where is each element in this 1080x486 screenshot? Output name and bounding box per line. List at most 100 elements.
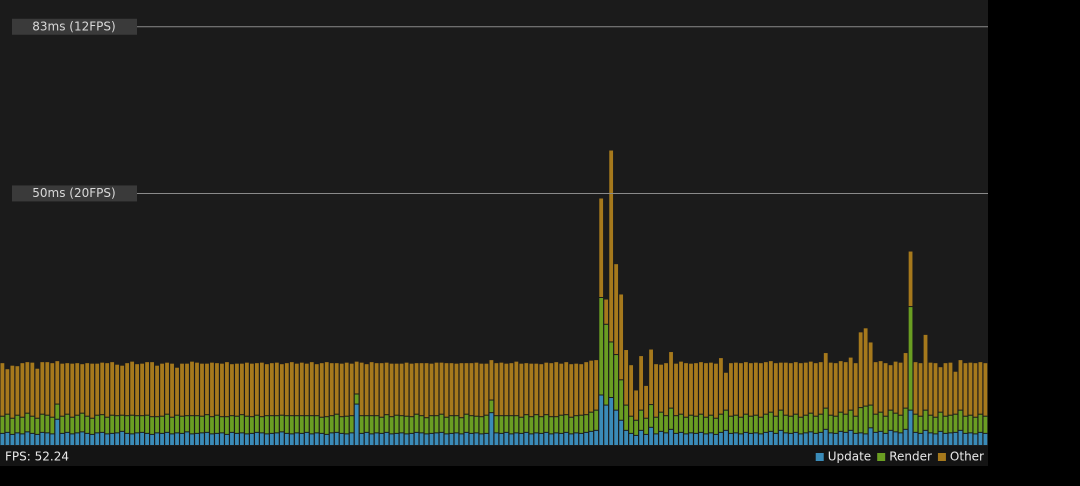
bar-segment — [110, 415, 115, 433]
bar-segment — [783, 415, 788, 433]
bar-segment — [195, 433, 199, 445]
bar-segment — [818, 362, 823, 414]
bar-segment — [928, 362, 933, 415]
bar-segment — [828, 433, 833, 445]
bar-segment — [225, 362, 229, 417]
bar-segment — [254, 432, 259, 445]
bar-segment — [70, 363, 75, 417]
bar-segment — [619, 380, 624, 420]
bar-segment — [240, 363, 244, 415]
bar-segment — [808, 432, 813, 445]
bar-segment — [674, 363, 678, 416]
bar-segment — [464, 414, 469, 432]
bar-segment — [953, 414, 958, 432]
bar-segment — [903, 408, 908, 429]
bar-segment — [803, 433, 808, 445]
bar-segment — [943, 416, 948, 433]
bar-segment — [489, 413, 494, 445]
bar-segment — [414, 363, 419, 414]
bar-segment — [299, 416, 304, 433]
bar-segment — [215, 415, 219, 433]
bar-segment — [788, 363, 793, 416]
bar-segment — [758, 363, 763, 417]
bar-segment — [125, 363, 130, 416]
bar-segment — [245, 416, 249, 434]
bar-segment — [943, 433, 948, 445]
bar-segment — [245, 362, 249, 416]
bar-segment — [264, 416, 269, 434]
bar-segment — [888, 430, 893, 445]
bar-segment — [459, 434, 464, 445]
bar-segment — [893, 432, 898, 445]
legend-label: Update — [828, 450, 871, 464]
bar-segment — [399, 433, 404, 445]
bar-segment — [60, 416, 65, 433]
legend-label: Render — [889, 450, 932, 464]
bar-segment — [948, 362, 953, 415]
bar-segment — [963, 416, 968, 433]
bar-segment — [434, 416, 439, 433]
bar-segment — [434, 433, 439, 445]
legend-swatch — [877, 453, 886, 461]
bar-segment — [140, 432, 145, 445]
bar-segment — [215, 433, 219, 445]
bar-segment — [649, 349, 653, 405]
bar-segment — [479, 363, 484, 417]
bar-segment — [544, 362, 549, 415]
bar-segment — [170, 434, 174, 445]
bar-segment — [579, 415, 584, 433]
bar-segment — [928, 433, 933, 445]
bar-segment — [55, 404, 60, 419]
bar-segment — [978, 362, 983, 414]
bar-segment — [689, 415, 693, 433]
bar-segment — [504, 416, 509, 432]
bar-segment — [304, 363, 309, 416]
bar-segment — [364, 432, 369, 445]
bar-segment — [185, 416, 189, 432]
bar-segment — [100, 432, 105, 445]
bar-segment — [80, 432, 85, 445]
bar-segment — [604, 299, 609, 324]
bar-segment — [793, 432, 798, 445]
bar-segment — [20, 417, 25, 434]
bar-segment — [155, 433, 159, 445]
bar-segment — [294, 363, 299, 416]
bar-segment — [359, 433, 364, 445]
threshold-label: 50ms (20FPS) — [32, 186, 115, 200]
bar-segment — [808, 361, 813, 413]
bar-segment — [215, 363, 219, 415]
bar-segment — [938, 431, 943, 445]
bar-segment — [329, 433, 334, 445]
bar-segment — [469, 433, 474, 445]
threshold-label: 83ms (12FPS) — [32, 19, 115, 33]
bar-segment — [334, 432, 339, 445]
bar-segment — [968, 415, 973, 433]
bar-segment — [748, 433, 753, 445]
bar-segment — [309, 362, 314, 416]
bar-segment — [858, 433, 863, 445]
bar-segment — [609, 150, 614, 342]
bar-segment — [913, 362, 918, 414]
bar-segment — [10, 365, 15, 418]
bar-segment — [694, 433, 698, 445]
bar-segment — [269, 363, 274, 416]
bar-segment — [539, 364, 544, 417]
bar-segment — [828, 415, 833, 433]
bar-segment — [858, 332, 863, 408]
bar-segment — [878, 361, 883, 412]
bar-segment — [205, 415, 209, 432]
threshold-label-box — [12, 185, 137, 202]
bar-segment — [10, 434, 15, 445]
bar-segment — [753, 362, 758, 415]
bar-segment — [135, 416, 140, 433]
bar-segment — [40, 432, 45, 445]
bar-segment — [349, 363, 354, 416]
bar-segment — [10, 418, 15, 434]
bar-segment — [175, 367, 179, 415]
bar-segment — [344, 362, 349, 416]
bar-segment — [848, 357, 853, 410]
bar-segment — [115, 416, 120, 433]
bar-segment — [359, 416, 364, 433]
bar-segment — [120, 431, 125, 445]
bar-segment — [160, 433, 164, 445]
